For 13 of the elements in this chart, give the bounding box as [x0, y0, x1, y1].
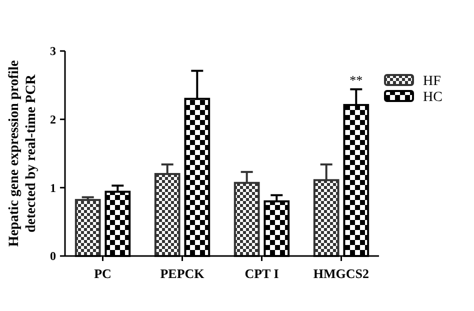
x-tick-label: PC [94, 266, 112, 281]
y-axis-title: Hepatic gene expression profile detected by real-time PCR [7, 60, 39, 247]
y-tick-label: 2 [50, 112, 56, 127]
y-tick-label: 0 [50, 249, 56, 264]
x-tick-label: HMGCS2 [313, 266, 370, 281]
annotation: ** [350, 72, 363, 88]
x-tick-label: PEPCK [160, 266, 206, 281]
bar [74, 198, 101, 257]
legend-label: HF [423, 74, 442, 89]
legend-label: HC [423, 90, 442, 105]
y-tick-label: 3 [50, 44, 56, 58]
y-tick-label: 1 [50, 180, 56, 195]
x-tick-label: CPT I [244, 266, 279, 281]
